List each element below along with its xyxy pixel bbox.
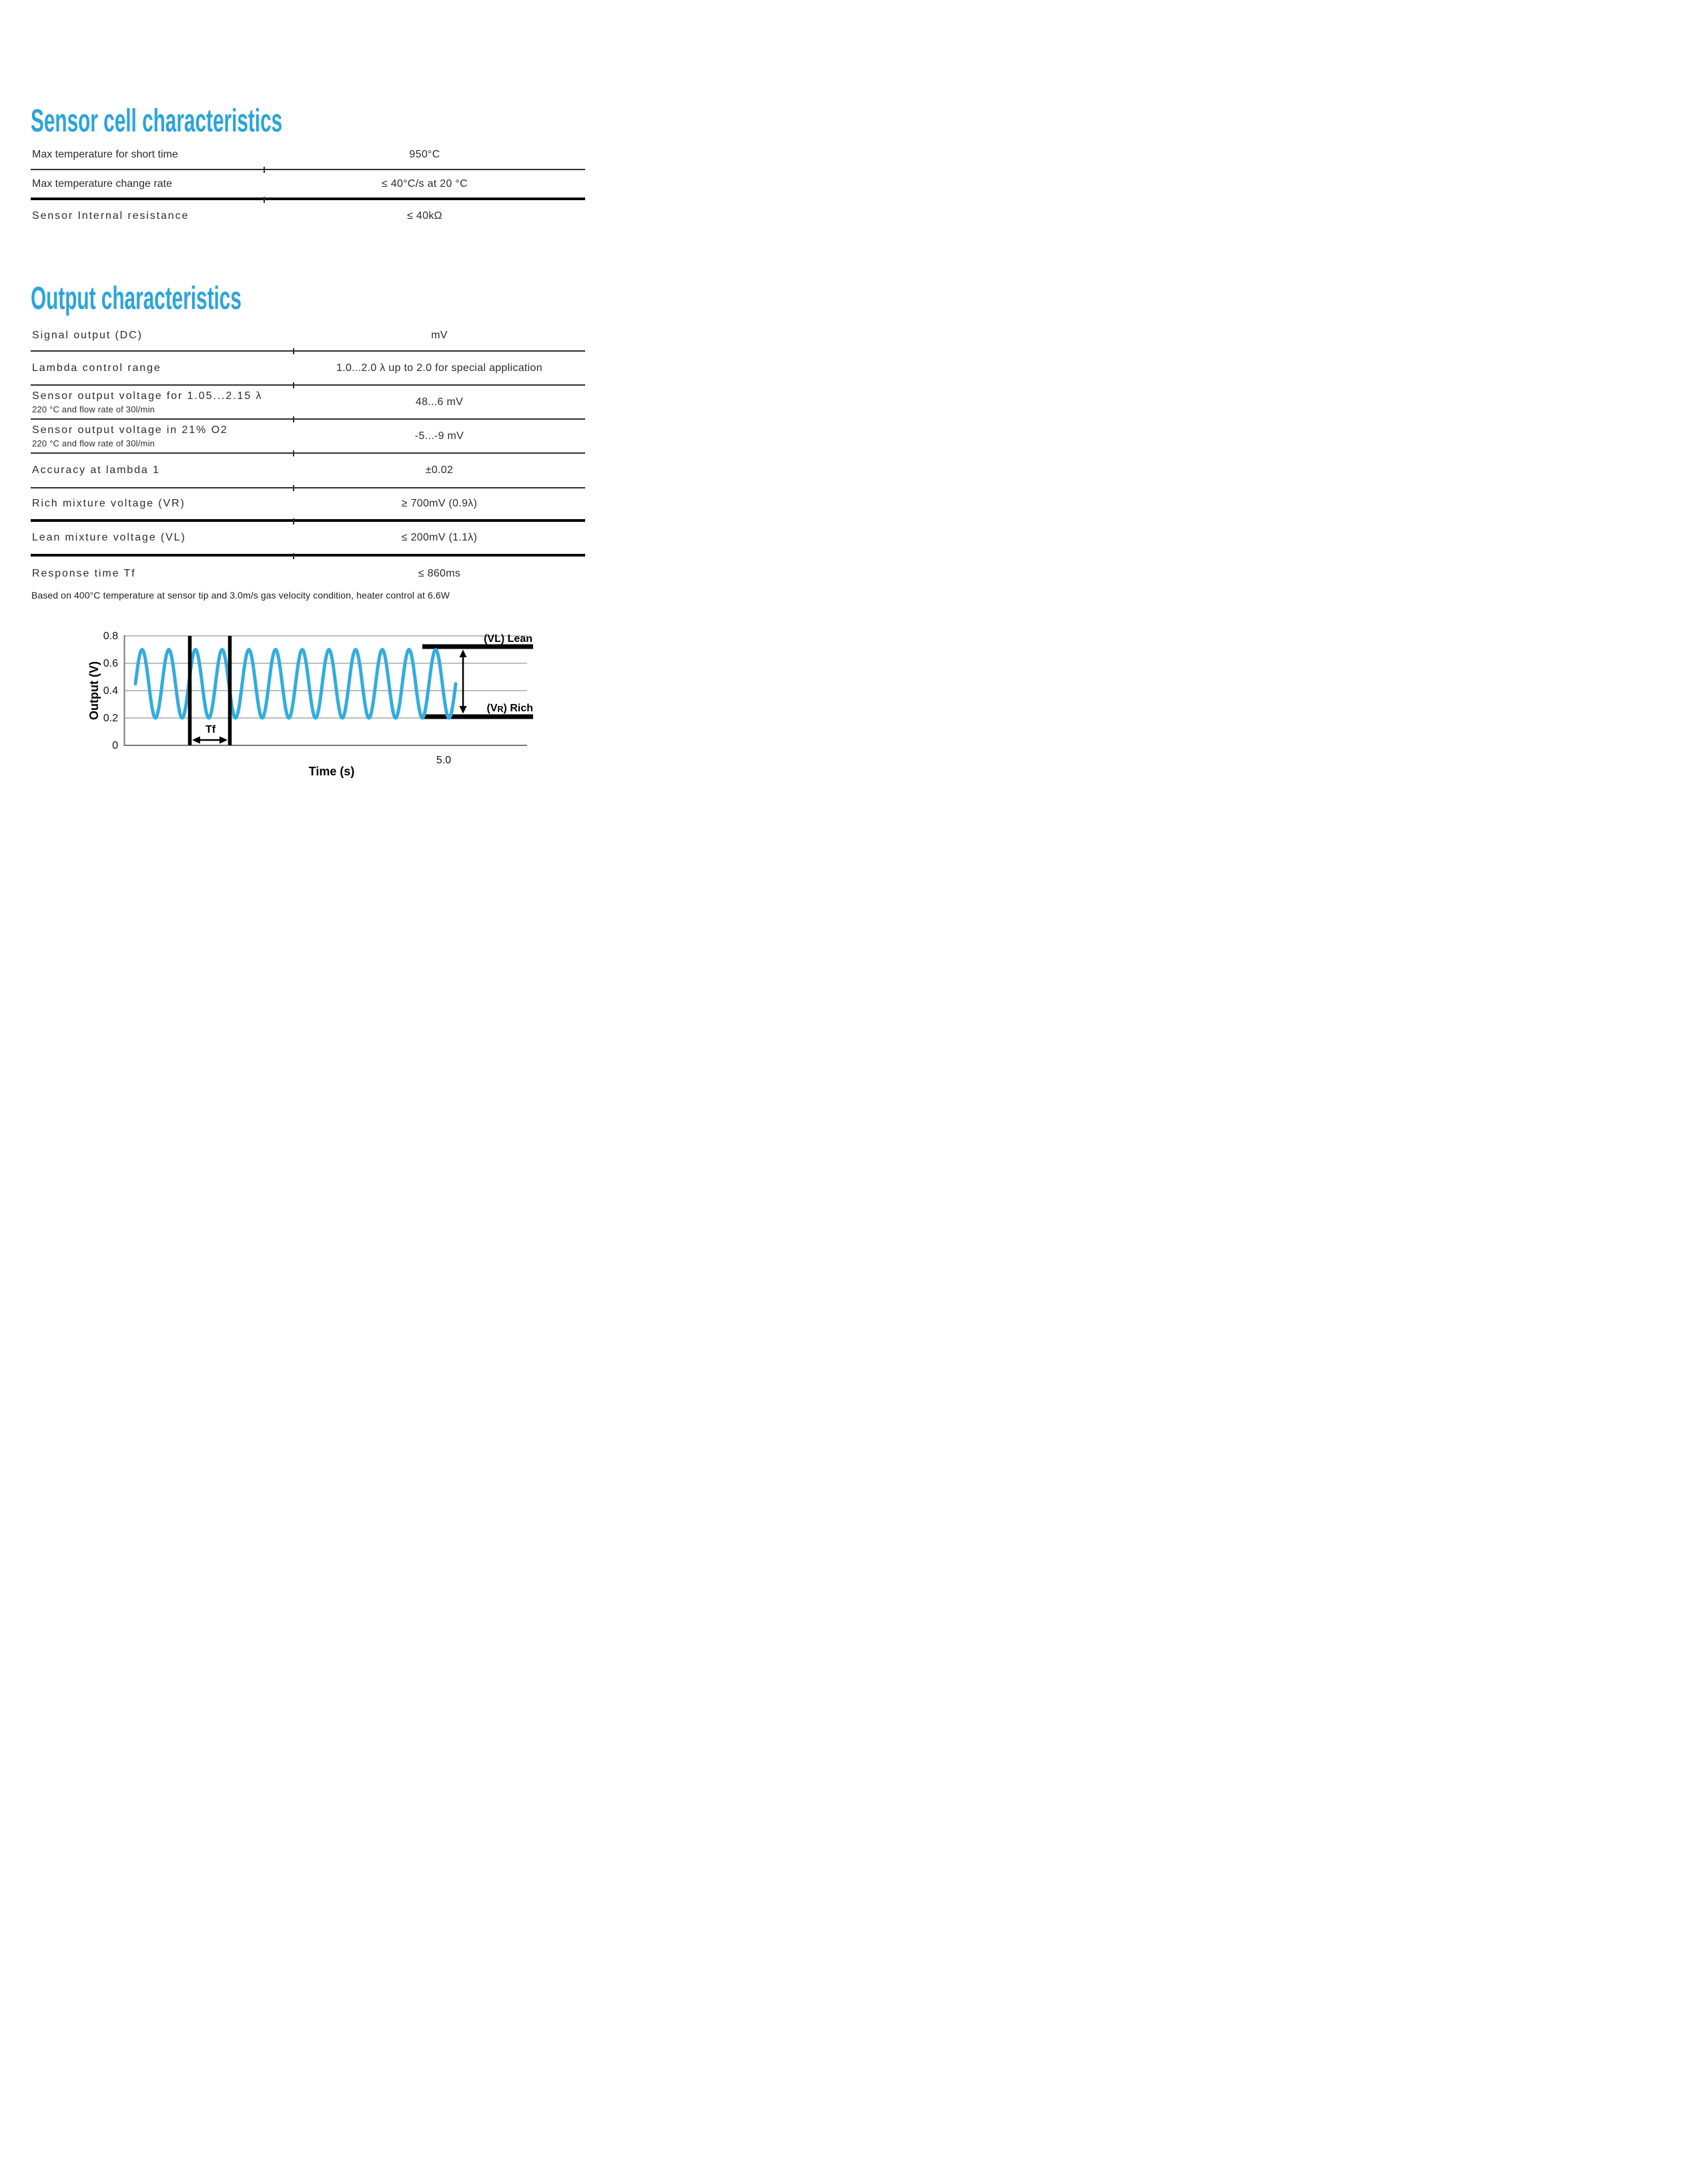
row-value: -5...-9 mV <box>414 430 464 442</box>
y-tick-label: 0.4 <box>103 685 118 697</box>
row-value: ±0.02 <box>425 464 454 476</box>
column-divider-tick <box>293 518 294 524</box>
y-axis-title: Output (V) <box>87 661 101 720</box>
x-axis-title: Time (s) <box>309 765 355 778</box>
row-sublabel: 220 °C and flow rate of 30l/min <box>32 404 155 414</box>
column-divider-tick <box>293 416 294 422</box>
section-title-sensor-cell: Sensor cell characteristics <box>31 103 283 139</box>
table-row: Lean mixture voltage (VL) ≤ 200mV (1.1λ) <box>31 522 585 559</box>
table-row: Accuracy at lambda 1 ±0.02 <box>31 454 585 491</box>
column-divider-tick <box>293 450 294 456</box>
table-row: Rich mixture voltage (VR) ≥ 700mV (0.9λ) <box>31 488 585 524</box>
table-row: Signal output (DC) mV <box>31 320 585 354</box>
rich-annotation-label: (VR) Rich <box>487 703 533 714</box>
output-waveform <box>133 648 458 720</box>
tf-arrowhead-left-icon <box>192 736 200 744</box>
column-divider-tick <box>264 167 265 173</box>
row-value: 48...6 mV <box>415 396 464 408</box>
row-label: Max temperature change rate <box>32 177 172 190</box>
row-label: Sensor Internal resistance <box>32 210 189 222</box>
column-divider-tick <box>264 197 265 203</box>
table-row: Max temperature for short time 950°C <box>31 140 585 173</box>
column-divider-tick <box>293 485 294 491</box>
tf-arrowhead-right-icon <box>220 736 228 744</box>
y-tick-label: 0.6 <box>103 658 118 669</box>
sensor-cell-table: Max temperature for short time 950°C Max… <box>31 140 585 232</box>
row-value: ≤ 40kΩ <box>407 210 442 222</box>
row-label: Sensor output voltage for 1.05...2.15 λ <box>32 390 263 402</box>
row-sublabel: 220 °C and flow rate of 30l/min <box>32 438 155 448</box>
row-label: Signal output (DC) <box>32 329 143 341</box>
row-value: mV <box>431 329 448 341</box>
lean-rich-arrowhead-top-icon <box>459 649 467 657</box>
lean-annotation-label: (VL) Lean <box>484 633 532 645</box>
row-value: 1.0...2.0 λ up to 2.0 for special applic… <box>336 362 542 374</box>
column-divider-tick <box>293 348 294 354</box>
row-label: Rich mixture voltage (VR) <box>32 498 185 509</box>
table-row: Sensor Internal resistance ≤ 40kΩ <box>31 200 585 232</box>
row-value: ≥ 700mV (0.9λ) <box>401 498 478 509</box>
table-row: Response time Tf ≤ 860ms <box>31 557 585 591</box>
row-label: Sensor output voltage in 21% O2 <box>32 424 228 436</box>
tf-label: Tf <box>205 724 216 735</box>
table-row: Max temperature change rate ≤ 40°C/s at … <box>31 170 585 203</box>
row-value: 950°C <box>409 148 440 160</box>
y-tick-label: 0.8 <box>103 631 118 642</box>
column-divider-tick <box>293 553 294 559</box>
y-tick-label: 0 <box>112 740 118 751</box>
lean-rich-arrowhead-bottom-icon <box>459 706 467 714</box>
column-divider-tick <box>293 382 294 388</box>
test-condition-note: Based on 400°C temperature at sensor tip… <box>31 590 450 601</box>
row-value: ≤ 200mV (1.1λ) <box>401 532 478 543</box>
row-value: ≤ 40°C/s at 20 °C <box>382 177 468 190</box>
output-characteristics-table: Signal output (DC) mV Lambda control ran… <box>31 320 585 591</box>
response-time-chart: 0.8 0.6 0.4 0.2 0 Output (V) Time (s) 5.… <box>87 631 533 778</box>
row-label: Max temperature for short time <box>32 148 178 160</box>
section-title-output: Output characteristics <box>31 281 242 316</box>
table-row: Lambda control range 1.0...2.0 λ up to 2… <box>31 352 585 388</box>
x-tick-label: 5.0 <box>436 755 451 766</box>
row-label: Accuracy at lambda 1 <box>32 464 160 476</box>
row-value: ≤ 860ms <box>418 568 461 579</box>
row-label: Lean mixture voltage (VL) <box>32 532 186 543</box>
row-label: Response time Tf <box>32 568 136 579</box>
table-row: Sensor output voltage in 21% O2 220 °C an… <box>31 420 585 456</box>
row-label: Lambda control range <box>32 362 161 374</box>
y-tick-label: 0.2 <box>103 713 118 724</box>
table-row: Sensor output voltage for 1.05...2.15 λ 2… <box>31 386 585 422</box>
